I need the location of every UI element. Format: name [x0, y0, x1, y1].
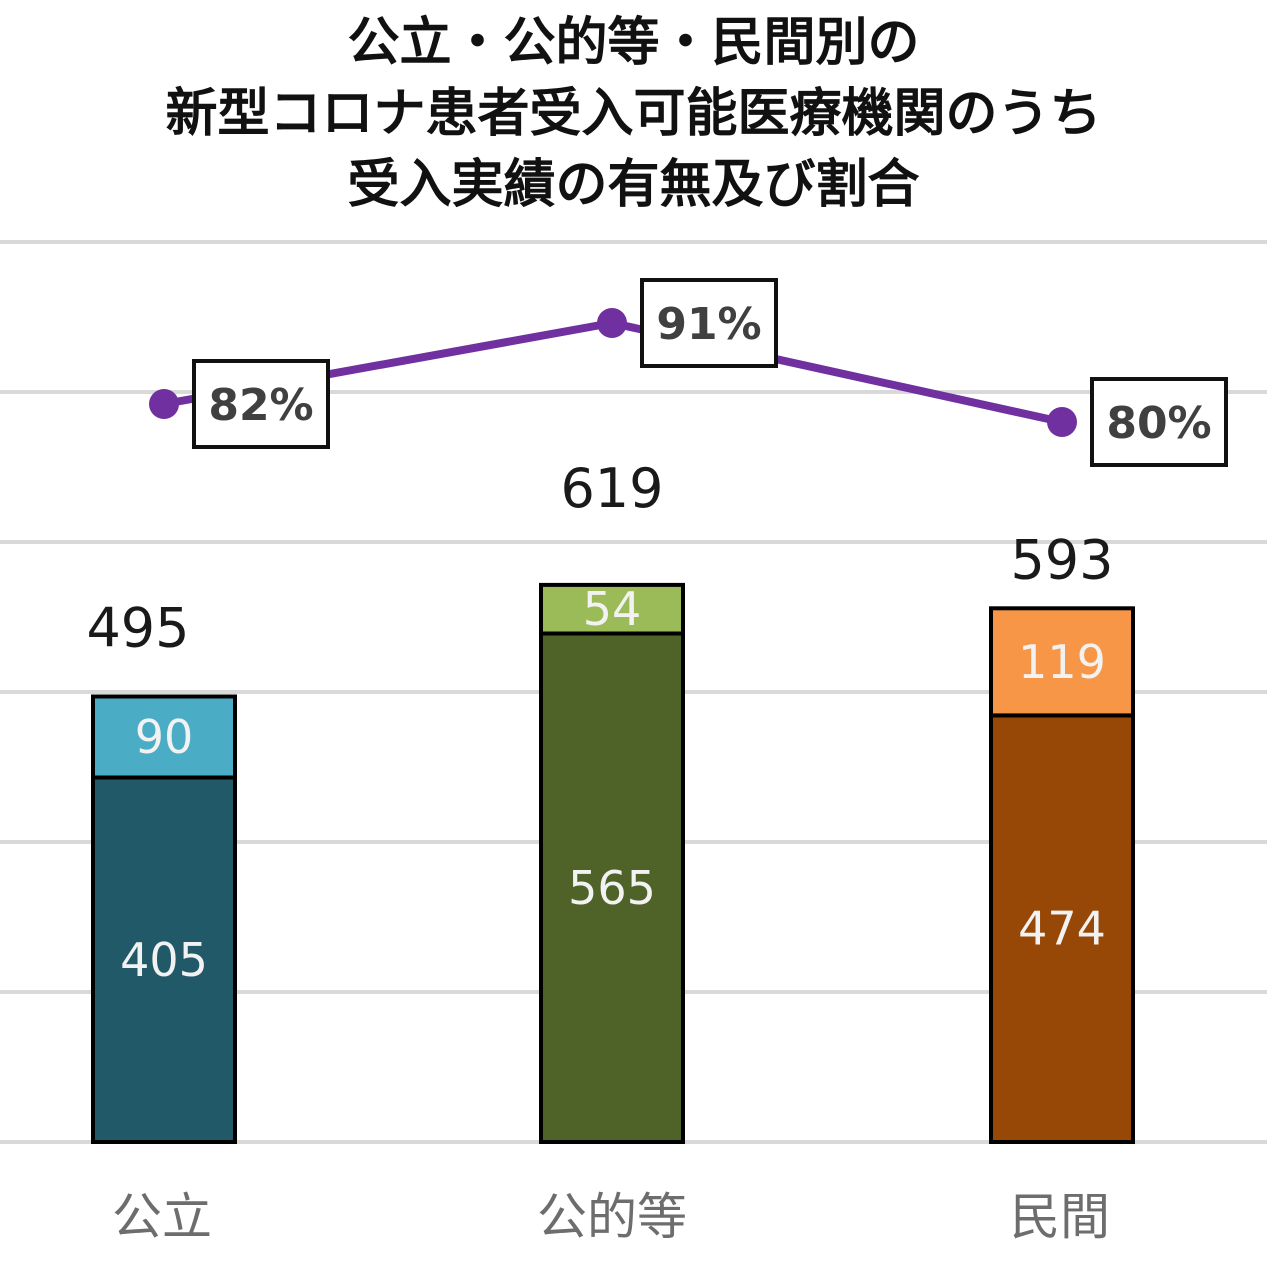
category-label: 公立: [112, 1188, 212, 1246]
percentage-label: 91%: [656, 299, 761, 350]
title-line-3: 受入実績の有無及び割合: [347, 155, 920, 215]
bar-segment-lower: [989, 713, 1135, 1145]
percentage-label-box: [1090, 377, 1228, 467]
bar-segment-lower: [539, 631, 685, 1144]
title-line-2: 新型コロナ患者受入可能医療機関のうち: [165, 84, 1102, 144]
bar-segment-label: 565: [568, 861, 656, 915]
percentage-point: [1047, 407, 1077, 437]
bar-segment-label: 405: [120, 933, 208, 987]
percentage-label: 82%: [208, 380, 313, 431]
bar-segment-lower: [91, 775, 237, 1144]
bar-segment-label: 90: [135, 710, 194, 764]
bar-group: 565 54 619 公的等: [537, 457, 687, 1246]
bar-group: 405 90 495 公立: [86, 597, 237, 1246]
percentage-label-box: [192, 359, 330, 449]
percentage-label: 80%: [1106, 398, 1211, 449]
title-line-1: 公立・公的等・民間別の: [347, 13, 920, 73]
percentage-point: [597, 308, 627, 338]
bar-total-label: 495: [86, 597, 189, 660]
category-label: 民間: [1010, 1188, 1110, 1246]
bar-total-label: 593: [1010, 528, 1113, 591]
bar-segment-label: 474: [1018, 902, 1106, 956]
bar-total-label: 619: [560, 457, 663, 520]
chart-title: 公立・公的等・民間別の 新型コロナ患者受入可能医療機関のうち 受入実績の有無及び…: [0, 8, 1267, 221]
bar-segment-upper: [539, 582, 685, 636]
bar-segment-upper: [91, 694, 237, 780]
bar-segment-upper: [989, 606, 1135, 718]
bar-segment-label: 119: [1018, 635, 1106, 689]
bar-segment-label: 54: [583, 582, 642, 636]
percentage-label-box: [640, 278, 778, 368]
percentage-point: [149, 389, 179, 419]
category-label: 公的等: [537, 1188, 687, 1246]
bar-group: 474 119 593 民間: [989, 528, 1135, 1246]
